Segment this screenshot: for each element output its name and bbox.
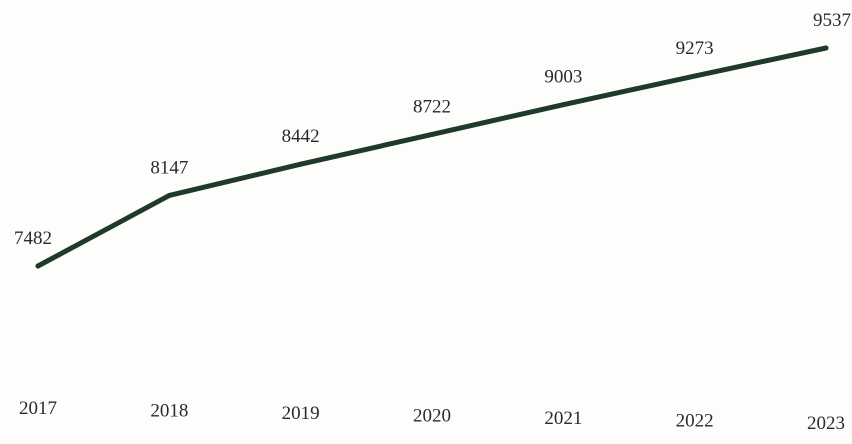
data-point-2018 — [166, 192, 172, 198]
data-label-2017: 7482 — [14, 228, 52, 249]
data-label-2020: 8722 — [413, 96, 451, 117]
data-point-2019 — [298, 161, 304, 167]
x-tick-label-2018: 2018 — [150, 401, 188, 422]
x-tick-label-2017: 2017 — [19, 398, 57, 419]
data-point-2022 — [692, 73, 698, 79]
data-label-2023: 9537 — [813, 10, 851, 31]
x-tick-label-2022: 2022 — [676, 411, 714, 432]
data-point-2023 — [823, 45, 829, 51]
x-axis-tick-layer: 2017 2018 2019 2020 2021 2022 2023 — [19, 398, 845, 434]
data-point-2017 — [35, 263, 41, 269]
data-label-2019: 8442 — [282, 126, 320, 147]
series-layer — [35, 45, 829, 269]
x-tick-label-2019: 2019 — [282, 403, 320, 424]
data-label-layer: 7482 8147 8442 8722 9003 9273 9537 — [14, 10, 851, 249]
x-tick-label-2023: 2023 — [807, 413, 845, 434]
data-point-2021 — [560, 102, 566, 108]
x-tick-label-2020: 2020 — [413, 406, 451, 427]
data-label-2022: 9273 — [676, 38, 714, 59]
data-label-2021: 9003 — [544, 67, 582, 88]
data-point-2020 — [429, 131, 435, 137]
x-tick-label-2021: 2021 — [544, 408, 582, 429]
data-label-2018: 8147 — [150, 157, 188, 178]
